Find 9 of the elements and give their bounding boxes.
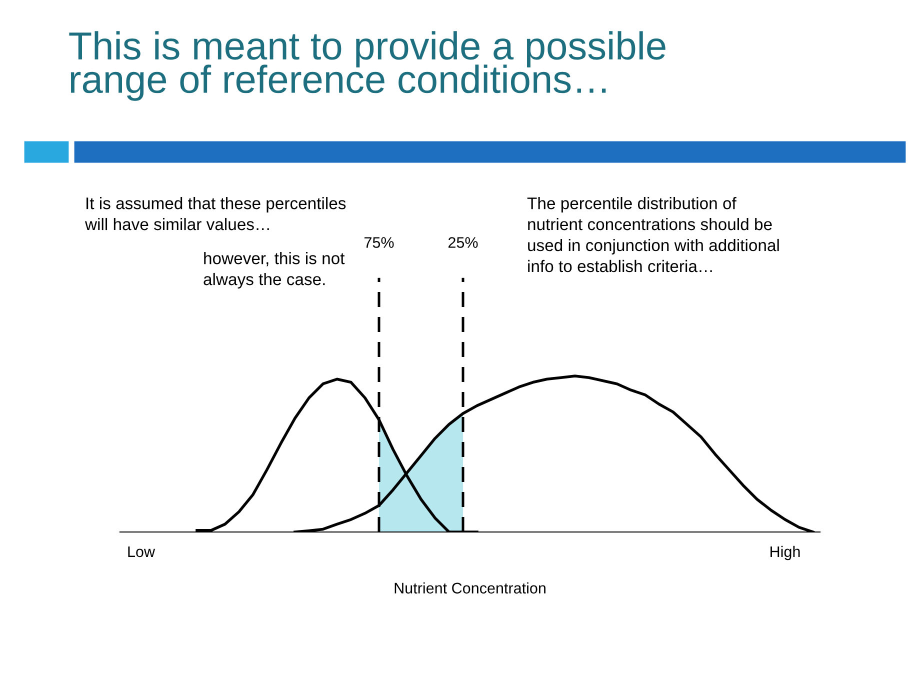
text: 75% bbox=[364, 237, 394, 248]
x-tick-label: High bbox=[770, 546, 800, 560]
x-axis-title: Nutrient Concentration bbox=[394, 582, 546, 594]
text: It is assumed that these percentiles will have similar values… bbox=[84, 197, 346, 230]
text: The percentile distribution of nutrient concentrations should be used in conjunction with additional info to establish criteria… bbox=[527, 197, 779, 272]
text: 25% bbox=[448, 237, 478, 248]
text: however, this is not always the case. bbox=[204, 252, 345, 289]
x-tick-label: Low bbox=[128, 546, 156, 558]
chart-title: This is meant to provide a possible range of reference conditions… bbox=[69, 31, 666, 101]
